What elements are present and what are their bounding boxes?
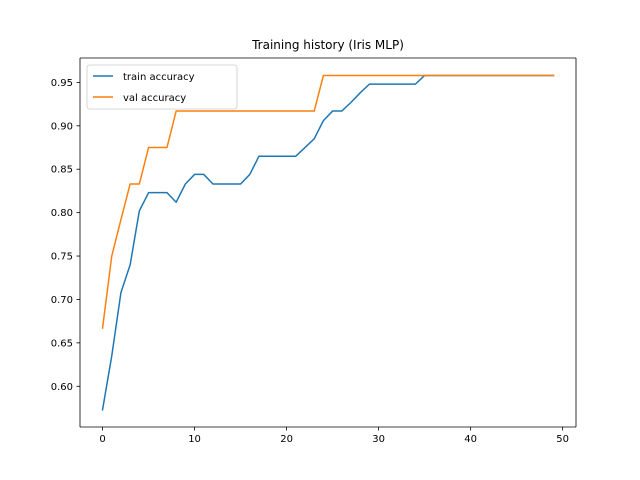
x-tick-label: 20 bbox=[280, 434, 293, 445]
y-tick-label: 0.85 bbox=[51, 165, 73, 176]
y-tick-label: 0.70 bbox=[51, 295, 73, 306]
y-tick-label: 0.95 bbox=[51, 78, 73, 89]
legend-label-1: val accuracy bbox=[123, 93, 186, 104]
x-tick-label: 40 bbox=[464, 434, 477, 445]
axes-layer: 0 10 20 30 40 50 0.60 0.65 0.70 0.75 0.80 0.85 0.90 0… bbox=[51, 57, 577, 445]
y-tick-label: 0.60 bbox=[51, 382, 73, 393]
y-tick-label: 0.75 bbox=[51, 252, 73, 263]
y-tick-label: 0.65 bbox=[51, 338, 73, 349]
series-line-1 bbox=[101, 74, 555, 329]
series-layer bbox=[101, 74, 555, 411]
chart-title: Training history (Iris MLP) bbox=[251, 38, 404, 52]
plot-area bbox=[80, 58, 576, 427]
x-tick-label: 50 bbox=[556, 434, 569, 445]
x-tick-label: 10 bbox=[188, 434, 201, 445]
y-tick-label: 0.80 bbox=[51, 208, 73, 219]
plot-background bbox=[80, 58, 576, 427]
x-tick-label: 30 bbox=[372, 434, 385, 445]
legend-label-0: train accuracy bbox=[123, 72, 195, 83]
legend: train accuracy val accuracy bbox=[86, 64, 238, 110]
y-tick-label: 0.90 bbox=[51, 121, 73, 132]
legend-box bbox=[86, 64, 238, 110]
x-tick-label: 0 bbox=[99, 434, 105, 445]
